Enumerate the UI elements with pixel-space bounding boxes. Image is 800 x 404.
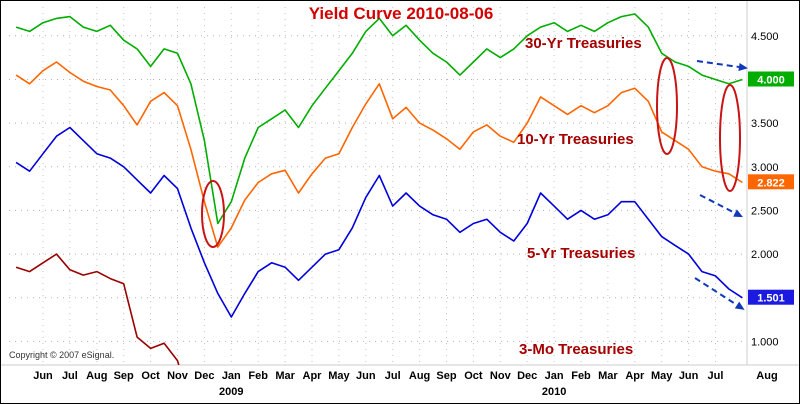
- x-axis-month-label: Jul: [385, 370, 401, 382]
- x-axis-month-label: Jun: [679, 370, 699, 382]
- series-lines: [15, 13, 743, 365]
- x-axis-month-label: Jan: [222, 370, 241, 382]
- x-axis-month-label: Nov: [490, 370, 512, 382]
- x-axis-month-label: May: [328, 370, 350, 382]
- price-badge-label: 4.000: [757, 75, 785, 87]
- price-badge: [748, 71, 794, 87]
- series-line-5yr: [15, 126, 743, 318]
- x-axis-month-label: Jun: [33, 370, 53, 382]
- price-badge: [748, 289, 794, 305]
- x-axis-month-label: Jul: [62, 370, 78, 382]
- y-axis-tick-label: 3.000: [751, 162, 779, 174]
- x-axis-month-label: Aug: [86, 370, 107, 382]
- annotation-ellipse: [656, 57, 678, 155]
- x-axis-month-label: Apr: [303, 370, 323, 382]
- price-badge: [748, 174, 794, 190]
- x-axis-month-label: May: [651, 370, 673, 382]
- x-axis-month-label: Aug: [756, 370, 777, 382]
- y-axis-tick-label: 3.500: [751, 118, 779, 130]
- x-axis-month-label: Jul: [708, 370, 724, 382]
- x-axis-month-label: Aug: [409, 370, 430, 382]
- y-axis-tick-label: 2.000: [751, 249, 779, 261]
- annotation-arrowhead: [734, 301, 745, 310]
- x-axis-month-label: Feb: [248, 370, 268, 382]
- x-axis-month-label: Dec: [517, 370, 537, 382]
- x-axis-month-label: Apr: [625, 370, 645, 382]
- x-axis-month-label: Oct: [464, 370, 483, 382]
- annotation-arrow: [696, 60, 740, 68]
- y-axis-tick-label: 1.000: [751, 336, 779, 348]
- price-badge-label: 2.822: [757, 177, 785, 189]
- x-axis-year-label: 2010: [542, 386, 566, 398]
- x-axis-month-label: Mar: [598, 370, 618, 382]
- annotation-arrowhead: [738, 63, 748, 71]
- annotation-ellipse: [719, 84, 741, 192]
- x-axis-month-label: Nov: [167, 370, 189, 382]
- x-axis-month-label: Sep: [114, 370, 134, 382]
- x-axis-month-label: Dec: [194, 370, 214, 382]
- annotation-arrow: [699, 194, 736, 214]
- series-line-10yr: [15, 61, 743, 248]
- x-axis-month-label: Jan: [545, 370, 564, 382]
- copyright-text: Copyright © 2007 eSignal.: [9, 350, 115, 360]
- price-badge-label: 1.501: [757, 293, 785, 305]
- annotation-ellipse: [201, 180, 225, 248]
- y-axis-tick-label: 4.500: [751, 31, 779, 43]
- x-axis-month-label: Feb: [571, 370, 591, 382]
- series-line-3mo: [15, 253, 180, 365]
- x-axis-month-label: Jun: [356, 370, 376, 382]
- annotation-arrowhead: [733, 209, 743, 218]
- y-axis-tick-label: 2.500: [751, 205, 779, 217]
- x-axis-month-label: Mar: [275, 370, 295, 382]
- x-axis-month-label: Oct: [141, 370, 160, 382]
- series-line-30yr: [15, 13, 743, 225]
- grid: [9, 7, 747, 365]
- annotation-arrow: [694, 277, 738, 306]
- x-axis-year-label: 2009: [219, 386, 243, 398]
- x-axis-month-label: Sep: [436, 370, 456, 382]
